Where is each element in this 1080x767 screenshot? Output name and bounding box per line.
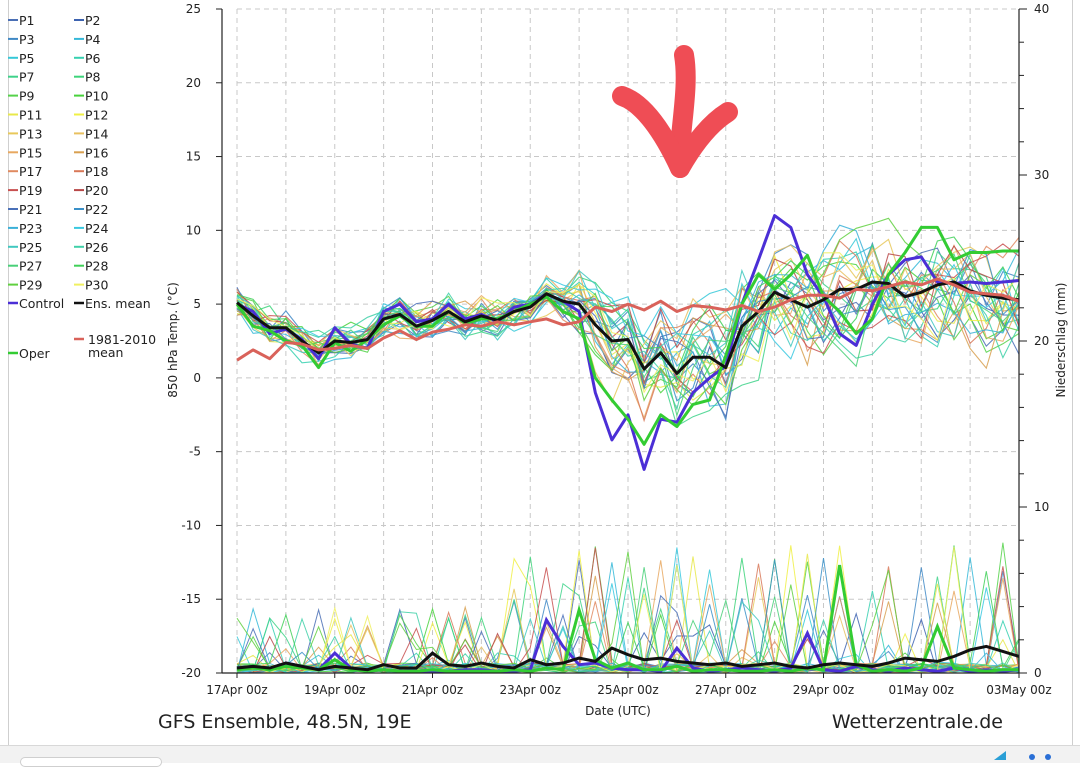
x-tick-label: 29Apr 00z xyxy=(793,683,854,697)
legend: P1 P2 P3 P4 P5 P6 P7 P8 P9 P10 P11 P12 P13 P14 P15 P16 P… xyxy=(8,13,156,361)
legend-label-p29: P29 xyxy=(19,278,42,293)
legend-label-p23: P23 xyxy=(19,221,42,236)
ensemble-members-layer xyxy=(236,217,1020,427)
legend-label-p26: P26 xyxy=(85,240,108,255)
ensemble-member-p18-line xyxy=(236,239,1020,423)
oper-precip-line xyxy=(236,564,1019,673)
legend-label-p13: P13 xyxy=(19,126,42,141)
y-tick-label-left: 15 xyxy=(186,150,201,164)
legend-label-p25: P25 xyxy=(19,240,42,255)
legend-label-p22: P22 xyxy=(85,202,108,217)
footer-icons xyxy=(994,751,1051,760)
legend-label-p14: P14 xyxy=(85,126,108,141)
legend-label-p9: P9 xyxy=(19,89,35,104)
y-tick-label-right: 0 xyxy=(1034,666,1042,680)
legend-label-p12: P12 xyxy=(85,108,108,123)
legend-label-p7: P7 xyxy=(19,70,35,85)
y-tick-label-left: 5 xyxy=(193,297,201,311)
ensemble-member-p26-precip xyxy=(236,611,1020,674)
legend-label-p10: P10 xyxy=(85,89,108,104)
y-tick-label-left: -5 xyxy=(189,445,201,459)
legend-label-p3: P3 xyxy=(19,32,35,47)
ens-mean-temp-line xyxy=(236,280,1020,375)
frame-border-left xyxy=(8,0,9,745)
legend-label-p19: P19 xyxy=(19,183,42,198)
y-axis-label-left: 850 hPa Temp. (°C) xyxy=(166,282,180,398)
legend-label-p24: P24 xyxy=(85,221,108,236)
x-tick-label: 17Apr 00z xyxy=(206,683,267,697)
y-tick-label-left: 10 xyxy=(186,223,201,237)
legend-label-p5: P5 xyxy=(19,51,35,66)
x-tick-label: 03May 00z xyxy=(986,683,1051,697)
legend-label-p20: P20 xyxy=(85,183,108,198)
x-tick-label: 21Apr 00z xyxy=(402,683,463,697)
legend-label-1981-2010-mean-line1: 1981-2010 xyxy=(88,332,156,347)
ens-mean-precip-line xyxy=(236,644,1020,672)
ensemble-member-p26-line xyxy=(236,287,1020,411)
1981-2010-mean-temp-line xyxy=(236,277,1020,362)
more-icon-2 xyxy=(1045,754,1051,760)
legend-label-p11: P11 xyxy=(19,108,42,123)
axes-layer: 25 20 15 10 5 0 -5 -10 -15 -20 40 30 20 10 0 17Apr 00z 1… xyxy=(181,2,1051,697)
legend-label-1981-2010-mean-line2: mean xyxy=(88,345,123,360)
chart-title: GFS Ensemble, 48.5N, 19E xyxy=(158,711,411,733)
legend-label-ens-mean: Ens. mean xyxy=(85,296,151,311)
y-axis-label-right: Niederschlag (mm) xyxy=(1054,283,1068,398)
legend-label-p16: P16 xyxy=(85,145,108,160)
y-tick-label-right: 40 xyxy=(1034,2,1049,16)
x-tick-label: 19Apr 00z xyxy=(304,683,365,697)
legend-label-p30: P30 xyxy=(85,278,108,293)
legend-label-control: Control xyxy=(19,296,64,311)
frame-border-right xyxy=(1072,0,1073,745)
legend-label-oper: Oper xyxy=(19,346,50,361)
y-tick-label-right: 20 xyxy=(1034,334,1049,348)
arrow-left-stroke xyxy=(612,86,690,178)
legend-label-p8: P8 xyxy=(85,70,101,85)
y-tick-label-left: 25 xyxy=(186,2,201,16)
share-arrow-icon xyxy=(994,751,1006,760)
legend-label-p1: P1 xyxy=(19,13,35,28)
ensemble-chart: 25 20 15 10 5 0 -5 -10 -15 -20 40 30 20 10 0 17Apr 00z 1… xyxy=(8,2,1068,733)
ensemble-member-p28-precip xyxy=(236,545,1020,674)
legend-label-p28: P28 xyxy=(85,259,108,274)
legend-label-p17: P17 xyxy=(19,164,42,179)
legend-label-p2: P2 xyxy=(85,13,101,28)
y-tick-label-left: 0 xyxy=(193,371,201,385)
highlight-series-layer xyxy=(235,214,1020,673)
x-tick-label: 23Apr 00z xyxy=(500,683,561,697)
footer-scroll-control[interactable] xyxy=(20,757,162,767)
y-tick-label-right: 30 xyxy=(1034,168,1049,182)
x-tick-label: 25Apr 00z xyxy=(597,683,658,697)
x-axis-label: Date (UTC) xyxy=(585,704,651,718)
x-tick-label: 01May 00z xyxy=(889,683,954,697)
y-tick-label-left: -20 xyxy=(181,666,201,680)
y-tick-label-left: -15 xyxy=(181,592,201,606)
y-tick-label-left: 20 xyxy=(186,76,201,90)
red-arrow-annotation xyxy=(612,45,738,178)
arrow-right-stroke xyxy=(670,102,738,178)
y-tick-label-left: -10 xyxy=(181,518,201,532)
chart-source: Wetterzentrale.de xyxy=(832,711,1003,733)
more-icon xyxy=(1029,754,1035,760)
legend-label-p18: P18 xyxy=(85,164,108,179)
y-tick-label-right: 10 xyxy=(1034,500,1049,514)
footer-bar xyxy=(0,745,1080,763)
legend-label-p27: P27 xyxy=(19,259,42,274)
legend-label-p6: P6 xyxy=(85,51,101,66)
legend-label-p4: P4 xyxy=(85,32,101,47)
legend-label-p15: P15 xyxy=(19,145,42,160)
legend-label-p21: P21 xyxy=(19,202,42,217)
x-tick-label: 27Apr 00z xyxy=(695,683,756,697)
ensemble-member-p30-line xyxy=(236,252,1020,394)
